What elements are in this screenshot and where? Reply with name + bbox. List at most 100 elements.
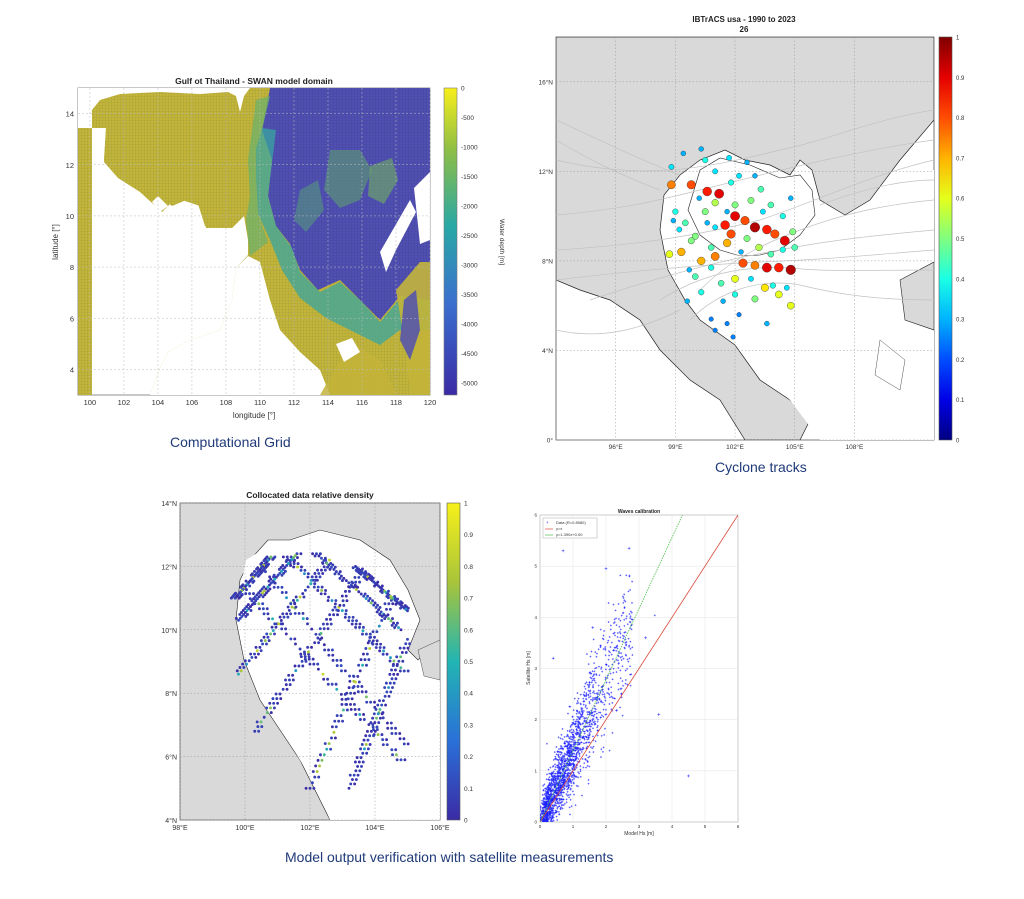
density-point [309, 582, 313, 586]
cyclone-point [667, 180, 676, 190]
calibration-point [629, 617, 632, 620]
calibration-point [603, 695, 606, 698]
density-point [384, 681, 388, 685]
density-point [385, 690, 389, 694]
density-point [239, 585, 243, 589]
density-point [303, 572, 306, 576]
density-point [265, 632, 269, 636]
calibration-point [555, 753, 558, 756]
calibration-points [540, 546, 690, 822]
calibration-point [587, 694, 590, 697]
calibration-point [558, 748, 561, 751]
calibration-point [615, 658, 618, 661]
calibration-point [583, 738, 586, 741]
calibration-point [617, 662, 620, 665]
calibration-point [569, 737, 572, 740]
calibration-point [559, 759, 562, 762]
cyclone-point [752, 173, 758, 179]
density-point [280, 569, 283, 573]
calibration-point [566, 764, 569, 767]
calibration-point [607, 687, 610, 690]
density-point [357, 707, 361, 711]
density-point [330, 682, 334, 686]
calibration-point [595, 666, 598, 669]
calibration-point [585, 754, 588, 757]
cyclone-colorbar-tick-label: 0.4 [956, 277, 965, 283]
calibration-point [573, 723, 576, 726]
density-point [345, 599, 349, 603]
density-point [277, 567, 281, 571]
calibration-point [568, 755, 571, 758]
calibration-point [561, 775, 564, 778]
calibration-point [569, 705, 572, 708]
calibration-point [591, 727, 594, 730]
density-point [261, 591, 265, 595]
calibration-point [547, 800, 550, 803]
cyclone-ytick-label: 0° [547, 437, 554, 445]
calibration-point [577, 771, 580, 774]
calibration-point [584, 682, 587, 685]
density-point [361, 625, 365, 629]
calibration-point [592, 638, 595, 641]
calibration-point [545, 797, 548, 800]
calibration-point [599, 756, 602, 759]
calibration-point [607, 639, 610, 642]
calibration-point [613, 631, 616, 634]
grid-ytick-label: 4 [70, 365, 74, 374]
density-point [320, 758, 324, 762]
density-point [273, 632, 276, 636]
calibration-point [567, 768, 570, 771]
density-point [326, 565, 330, 569]
calibration-point [545, 813, 548, 816]
density-point [395, 664, 399, 668]
grid-ytick-label: 6 [70, 314, 74, 323]
calibration-point [624, 653, 627, 656]
density-point [293, 637, 297, 641]
calibration-point [556, 772, 559, 775]
density-point [339, 692, 343, 696]
calibration-point [554, 768, 557, 771]
calibration-point [548, 786, 551, 789]
density-point [307, 657, 311, 661]
density-point [327, 648, 330, 652]
calibration-point [600, 700, 603, 703]
grid-xtick-label: 104 [152, 398, 165, 407]
calibration-point [591, 723, 594, 726]
density-point [306, 645, 310, 649]
calibration-point [558, 813, 561, 816]
density-point [382, 646, 386, 649]
density-point [281, 555, 285, 559]
density-point [380, 733, 384, 737]
calibration-point [566, 794, 569, 797]
calibration-point [575, 753, 578, 756]
calibration-point [561, 727, 564, 730]
calibration-point [560, 751, 563, 754]
density-point [364, 571, 368, 575]
calibration-point [579, 713, 582, 716]
calibration-point [559, 763, 562, 766]
density-point [326, 627, 330, 631]
cyclone-point [724, 321, 730, 327]
density-point [406, 742, 410, 746]
calibration-point [615, 617, 618, 620]
calibration-point [622, 684, 625, 687]
calibration-point [570, 774, 573, 777]
calibration-point [562, 804, 565, 807]
density-point [300, 659, 304, 663]
calibration-legend: + Data (R=0.8980) y=x y=1.390x+0.00 [542, 517, 598, 539]
density-point [284, 678, 287, 682]
calibration-point [587, 778, 590, 781]
density-point [297, 664, 301, 668]
calibration-point [589, 689, 592, 692]
density-point [339, 714, 343, 718]
calibration-point [588, 690, 591, 693]
calibration-xtick-label: 3 [638, 824, 641, 829]
calibration-point [566, 733, 569, 736]
density-point [344, 609, 348, 613]
density-point [381, 738, 385, 742]
density-point [265, 642, 268, 646]
density-point [358, 580, 362, 584]
calibration-point [559, 785, 562, 788]
density-point [372, 734, 375, 738]
calibration-point [564, 753, 567, 756]
